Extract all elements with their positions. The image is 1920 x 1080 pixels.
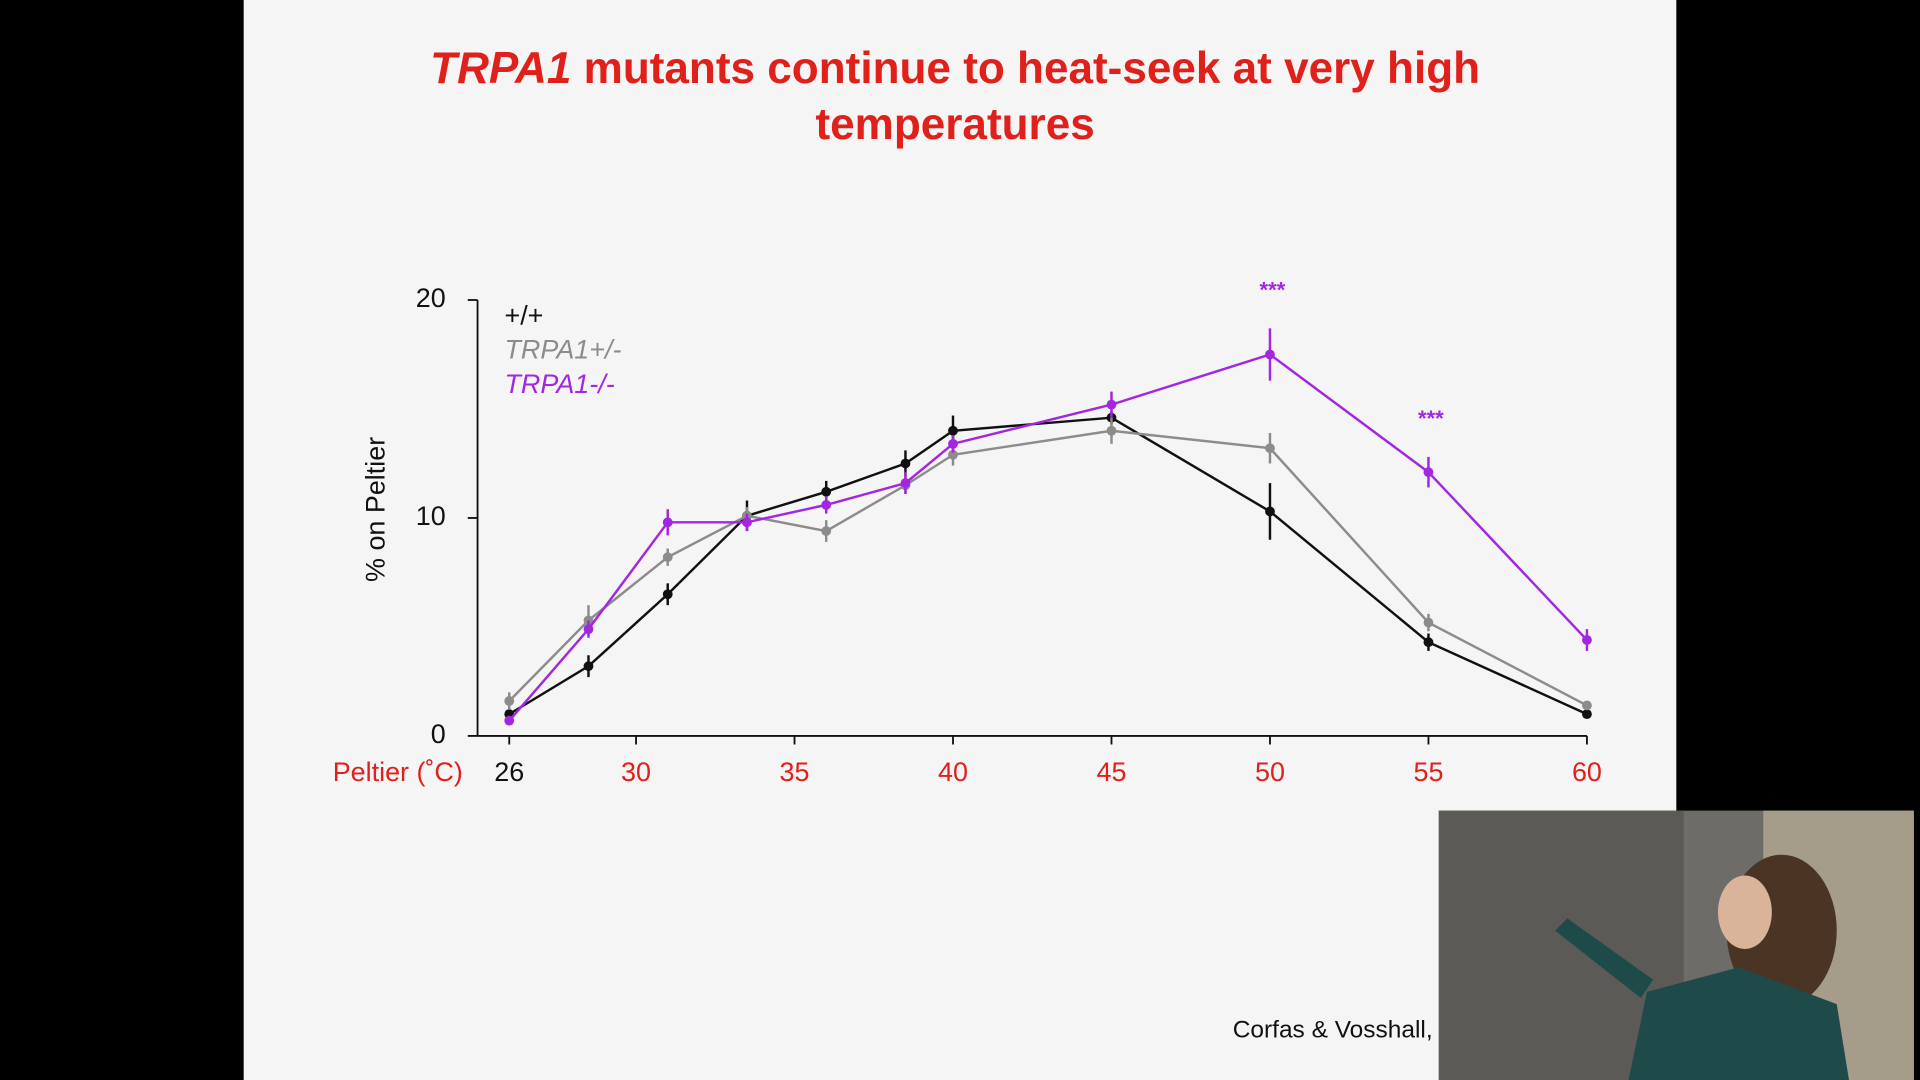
data-point xyxy=(662,517,673,528)
data-point xyxy=(948,438,958,449)
legend-entry: +/+ xyxy=(504,300,543,330)
data-point xyxy=(583,624,594,635)
data-point xyxy=(900,478,911,488)
legend-entry: TRPA1+/- xyxy=(504,335,621,365)
data-point xyxy=(900,458,911,469)
data-point xyxy=(662,589,673,600)
speaker-video xyxy=(1438,810,1914,1080)
x-tick-label: 26 xyxy=(494,757,524,787)
speaker-body xyxy=(1628,967,1849,1080)
data-point xyxy=(504,715,515,726)
title-line: temperatures xyxy=(815,100,1094,149)
data-point xyxy=(821,486,832,497)
data-point xyxy=(583,661,594,672)
data-point xyxy=(1582,700,1592,711)
x-tick-label: 35 xyxy=(780,757,810,787)
x-tick-label: 55 xyxy=(1413,757,1443,787)
title: TRPA1 mutants continue to heat-seek at v… xyxy=(430,44,1480,149)
data-point xyxy=(742,517,752,528)
chart: 0 10 20 26 30 35 40 45 50 55 60 Peltier (˚C) % on Pe… xyxy=(333,277,1602,787)
data-point xyxy=(1582,709,1592,720)
title-line: TRPA1 mutants continue to heat-seek at v… xyxy=(430,44,1480,93)
data-point xyxy=(821,526,832,536)
data-point xyxy=(948,425,958,436)
data-point xyxy=(1423,467,1434,478)
data-point xyxy=(1265,506,1275,517)
x-axis-label: Peltier (˚C) xyxy=(333,757,463,787)
slide xyxy=(243,0,1677,1080)
data-point xyxy=(504,696,515,706)
data-point xyxy=(1582,635,1592,645)
x-tick-label: 50 xyxy=(1255,757,1285,787)
x-tick-label: 45 xyxy=(1097,757,1127,787)
x-tick-label: 40 xyxy=(938,757,968,787)
x-tick-label: 30 xyxy=(621,757,651,787)
y-tick-label: 20 xyxy=(416,283,446,313)
x-tick-label: 60 xyxy=(1572,757,1602,787)
data-point xyxy=(948,449,958,460)
data-point xyxy=(821,499,832,510)
y-tick-label: 0 xyxy=(431,719,446,749)
significance-annotation: *** xyxy=(1260,277,1286,302)
data-point xyxy=(662,552,673,563)
data-point xyxy=(1423,637,1434,648)
significance-annotation: *** xyxy=(1418,406,1444,431)
title-part: TRPA1 xyxy=(430,44,571,93)
data-point xyxy=(1106,399,1117,410)
y-tick-label: 10 xyxy=(416,501,446,531)
data-point xyxy=(1265,349,1275,360)
data-point xyxy=(1106,425,1117,436)
speaker-arm xyxy=(1555,918,1654,998)
data-point xyxy=(1265,443,1275,454)
legend-entry: TRPA1-/- xyxy=(504,369,614,399)
y-axis-label: % on Peltier xyxy=(360,437,390,582)
data-point xyxy=(1423,617,1434,628)
title-part: mutants continue to heat-seek at very hi… xyxy=(571,44,1480,93)
citation: Corfas & Vosshall, xyxy=(1233,1016,1433,1043)
speaker-face xyxy=(1717,875,1772,949)
